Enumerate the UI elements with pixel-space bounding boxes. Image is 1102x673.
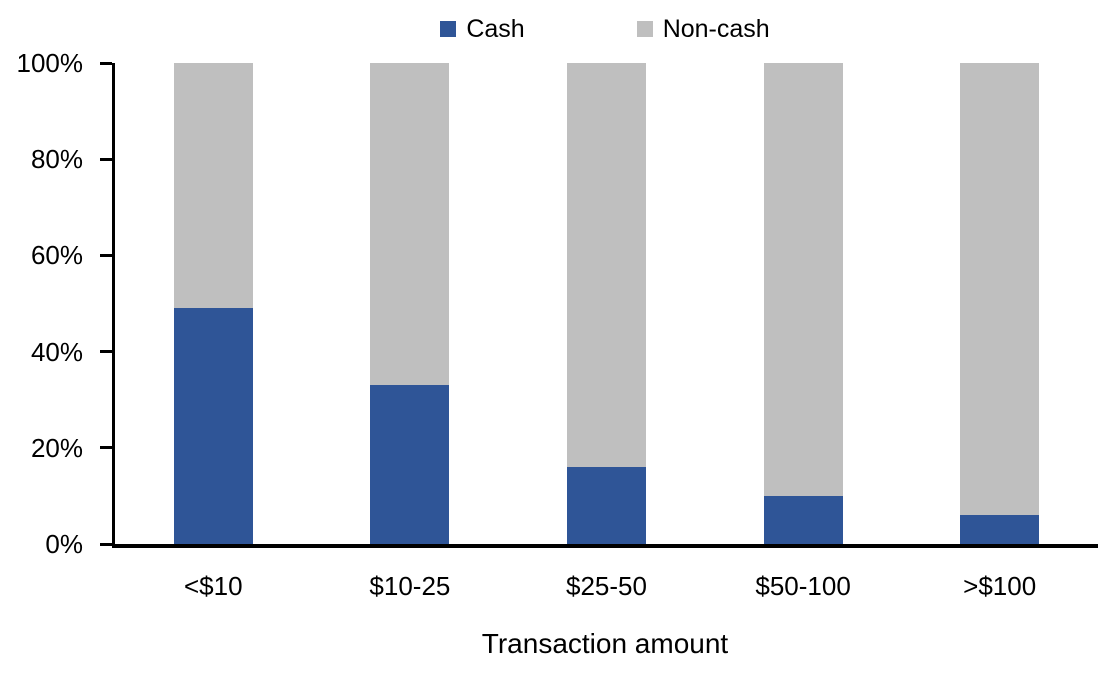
stacked-bar — [763, 63, 843, 544]
y-tick-label: 40% — [30, 336, 83, 367]
bar-slot — [115, 63, 312, 544]
bar-slot — [705, 63, 902, 544]
bar-segment-cash — [173, 308, 253, 544]
bar-segment-cash — [370, 385, 450, 544]
bar-segment-noncash — [960, 63, 1040, 516]
cash-legend-label: Cash — [466, 14, 525, 43]
bar-segment-noncash — [566, 63, 646, 468]
y-tick-label: 80% — [30, 144, 83, 175]
noncash-legend-swatch-icon — [636, 21, 653, 37]
y-tick-mark — [100, 61, 112, 65]
bar-segment-cash — [960, 515, 1040, 544]
cash-legend-swatch-icon — [440, 21, 457, 37]
y-tick-mark — [100, 350, 112, 354]
plot-area — [100, 61, 1098, 548]
y-tick-mark — [100, 446, 112, 450]
y-tick-label: 0% — [45, 529, 83, 559]
x-category-label: <$10 — [184, 571, 243, 601]
stacked-bar — [173, 63, 253, 544]
bar-slot — [508, 63, 705, 544]
legend-item-cash: Cash — [440, 14, 525, 43]
stacked-bar — [960, 63, 1040, 544]
bar-slot — [901, 63, 1098, 544]
y-tick-label: 20% — [30, 432, 83, 463]
x-axis-title: Transaction amount — [481, 628, 729, 659]
bar-slot — [312, 63, 509, 544]
bar-segment-noncash — [763, 63, 843, 496]
bar-segment-noncash — [173, 63, 253, 309]
x-category-label: $50-100 — [755, 571, 851, 601]
stacked-bar — [370, 63, 450, 544]
bar-segment-noncash — [370, 63, 450, 386]
y-tick-mark — [100, 157, 112, 161]
x-category-label: $25-50 — [566, 571, 647, 601]
bar-segment-cash — [566, 467, 646, 544]
y-axis-labels: 0% 20% 40% 60% 80% 100% — [0, 0, 97, 673]
x-axis-labels: <$10 $10-25 $25-50 $50-100 >$100 — [115, 568, 1098, 604]
y-tick-mark — [100, 542, 112, 546]
noncash-legend-label: Non-cash — [662, 14, 770, 43]
x-category-label: $10-25 — [369, 571, 451, 601]
bar-segment-cash — [763, 495, 843, 544]
stacked-bar — [566, 63, 646, 544]
y-tick-mark — [100, 253, 112, 257]
y-tick-label: 60% — [30, 240, 83, 271]
legend: Cash Non-cash — [112, 10, 1098, 48]
bars-container — [115, 63, 1098, 544]
x-category-label: >$100 — [963, 571, 1037, 601]
legend-item-noncash: Non-cash — [636, 14, 770, 43]
y-tick-label: 100% — [16, 48, 84, 78]
